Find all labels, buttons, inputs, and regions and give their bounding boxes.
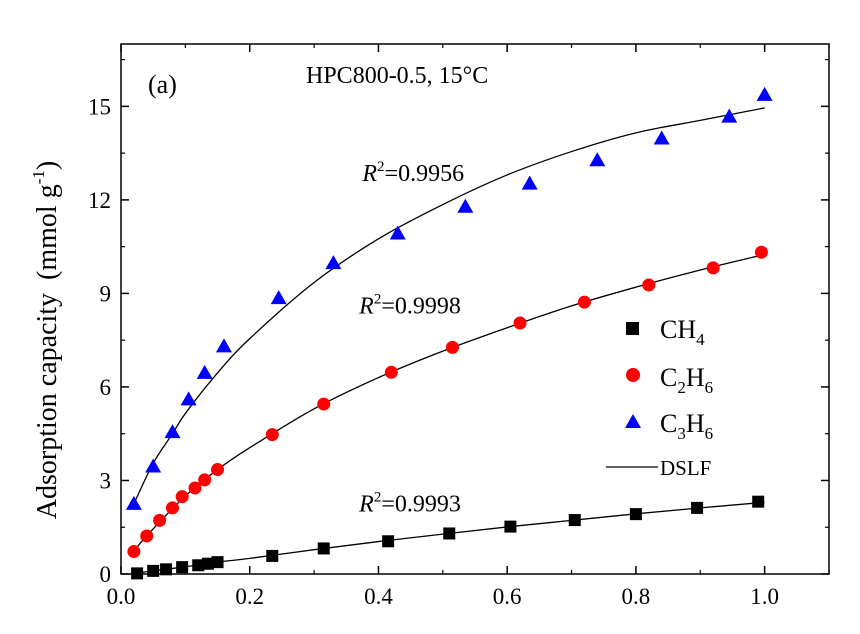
point-ch4 <box>160 563 173 576</box>
point-c3h6 <box>145 458 162 473</box>
panel-label: (a) <box>148 70 177 99</box>
point-ch4 <box>317 542 330 555</box>
point-c2h6 <box>140 529 154 543</box>
y-tick-label-6: 6 <box>100 375 112 400</box>
point-ch4 <box>691 501 704 514</box>
point-ch4 <box>752 495 765 508</box>
point-c3h6 <box>196 364 213 379</box>
dslf-fit-line-2 <box>133 107 765 505</box>
y-tick-label-9: 9 <box>100 281 112 306</box>
point-c2h6 <box>445 340 459 354</box>
x-tick-label-0.6: 0.6 <box>493 584 522 609</box>
legend-marker-c3h6 <box>625 414 641 428</box>
y-axis-label-main: Adsorption capacity <box>32 293 63 519</box>
point-c2h6 <box>577 295 591 309</box>
point-c2h6 <box>513 316 527 330</box>
point-ch4 <box>443 527 456 540</box>
point-c3h6 <box>756 86 773 101</box>
y-axis-label: Adsorption capacity (mmol g-1) <box>29 161 63 519</box>
point-c2h6 <box>384 365 398 379</box>
point-c2h6 <box>127 545 141 559</box>
point-c2h6 <box>754 245 768 259</box>
plot-frame <box>120 43 830 575</box>
point-c3h6 <box>180 391 197 406</box>
point-c2h6 <box>165 501 179 515</box>
point-c3h6 <box>721 108 738 123</box>
legend-marker-ch4 <box>626 322 639 335</box>
point-ch4 <box>629 508 642 521</box>
y-tick-label-12: 12 <box>88 188 111 213</box>
y-tick-label-15: 15 <box>88 94 111 119</box>
point-ch4 <box>266 549 279 562</box>
legend-marker-c2h6 <box>626 368 640 382</box>
r2-annotations: R2=0.9956 R2=0.9998 R2=0.9993 <box>358 159 464 517</box>
point-c2h6 <box>175 490 189 504</box>
point-c3h6 <box>215 338 232 353</box>
point-c2h6 <box>642 278 656 292</box>
point-ch4 <box>211 556 224 569</box>
x-tick-label-1.0: 1.0 <box>750 584 779 609</box>
point-c3h6 <box>125 495 142 510</box>
point-c3h6 <box>521 175 538 190</box>
point-c2h6 <box>188 481 202 495</box>
point-c2h6 <box>211 463 225 477</box>
chart-title: HPC800-0.5, 15°C <box>306 63 488 89</box>
point-c3h6 <box>389 225 406 240</box>
y-tick-label-3: 3 <box>100 468 112 493</box>
point-ch4 <box>147 564 160 577</box>
point-c2h6 <box>198 473 212 487</box>
legend-label-dslf: DSLF <box>660 456 711 480</box>
point-ch4 <box>192 559 205 572</box>
r2-annotation-0: R2=0.9956 <box>361 159 464 187</box>
point-ch4 <box>201 557 214 570</box>
legend-label-c3h6: C3H6 <box>660 409 713 443</box>
point-ch4 <box>176 561 189 574</box>
point-c2h6 <box>153 513 167 527</box>
plot-area <box>125 86 773 580</box>
y-tick-label-0: 0 <box>100 562 112 587</box>
x-tick-label-0.2: 0.2 <box>235 584 264 609</box>
point-ch4 <box>504 520 517 533</box>
point-c3h6 <box>325 255 342 270</box>
point-c2h6 <box>706 261 720 275</box>
point-c2h6 <box>265 428 279 442</box>
point-ch4 <box>382 535 395 548</box>
y-axis-label-unit: (mmol g <box>32 184 63 280</box>
r2-annotation-1: R2=0.9998 <box>358 292 461 320</box>
x-tick-label-0.8: 0.8 <box>622 584 651 609</box>
x-tick-label-0.4: 0.4 <box>364 584 393 609</box>
point-c3h6 <box>270 290 287 305</box>
y-axis-label-close: ) <box>32 161 63 170</box>
point-ch4 <box>568 514 581 527</box>
point-c2h6 <box>317 397 331 411</box>
r2-annotation-2: R2=0.9993 <box>358 490 461 518</box>
y-axis: 0 3 6 9 12 15 <box>88 58 829 587</box>
point-c3h6 <box>457 198 474 213</box>
x-tick-label-0.0: 0.0 <box>107 584 136 609</box>
legend-label-ch4: CH4 <box>660 315 705 349</box>
y-axis-label-unit-sup: -1 <box>29 170 48 184</box>
legend-label-c2h6: C2H6 <box>660 363 713 397</box>
x-axis: 0.0 0.2 0.4 0.6 0.8 1.0 <box>107 44 830 609</box>
legend: CH4 C2H6 C3H6 DSLF <box>606 315 713 480</box>
point-c3h6 <box>589 152 606 167</box>
point-c3h6 <box>653 130 670 145</box>
point-c3h6 <box>164 424 181 439</box>
